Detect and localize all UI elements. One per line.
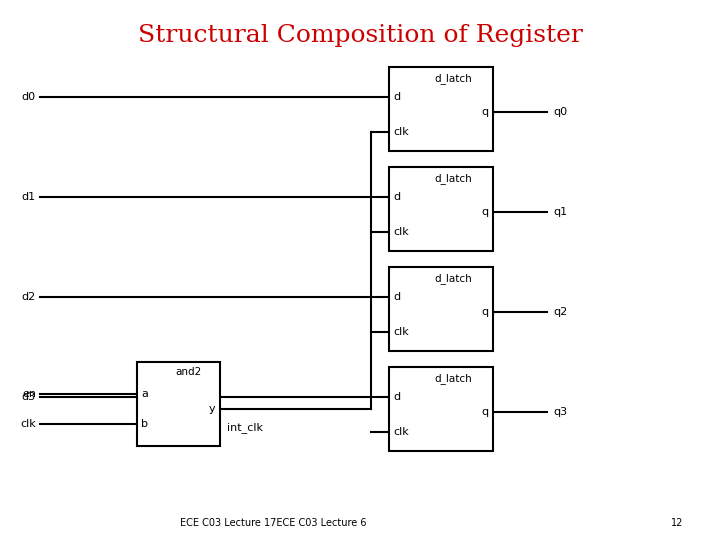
Text: d2: d2 — [22, 292, 36, 302]
Text: int_clk: int_clk — [227, 422, 263, 433]
Bar — [389, 167, 493, 251]
Text: d3: d3 — [22, 392, 36, 402]
Text: clk: clk — [393, 327, 409, 337]
Text: d: d — [393, 92, 400, 102]
Text: Structural Composition of Register: Structural Composition of Register — [138, 24, 582, 46]
Text: y: y — [209, 404, 215, 414]
Text: d_latch: d_latch — [435, 173, 472, 184]
Text: a: a — [141, 389, 148, 399]
Text: d_latch: d_latch — [435, 273, 472, 284]
Text: q: q — [482, 307, 489, 317]
Text: ECE C03 Lecture 17ECE C03 Lecture 6: ECE C03 Lecture 17ECE C03 Lecture 6 — [180, 518, 367, 528]
Text: q: q — [482, 207, 489, 217]
Bar — [389, 367, 493, 451]
Text: clk: clk — [20, 419, 36, 429]
Text: en: en — [22, 389, 36, 399]
Text: d_latch: d_latch — [435, 73, 472, 84]
Text: d: d — [393, 392, 400, 402]
Text: b: b — [141, 419, 148, 429]
Text: q2: q2 — [553, 307, 567, 317]
Text: q: q — [482, 107, 489, 117]
Text: d: d — [393, 192, 400, 202]
Text: d0: d0 — [22, 92, 36, 102]
Bar — [389, 267, 493, 351]
Text: q: q — [482, 407, 489, 417]
Text: d1: d1 — [22, 192, 36, 202]
Bar — [137, 362, 220, 446]
Text: 12: 12 — [670, 518, 683, 528]
Text: d_latch: d_latch — [435, 373, 472, 383]
Bar — [389, 68, 493, 151]
Text: clk: clk — [393, 127, 409, 137]
Text: q1: q1 — [553, 207, 567, 217]
Text: and2: and2 — [175, 367, 202, 377]
Text: clk: clk — [393, 227, 409, 237]
Text: clk: clk — [393, 427, 409, 437]
Text: d: d — [393, 292, 400, 302]
Text: q0: q0 — [553, 107, 567, 117]
Text: q3: q3 — [553, 407, 567, 417]
